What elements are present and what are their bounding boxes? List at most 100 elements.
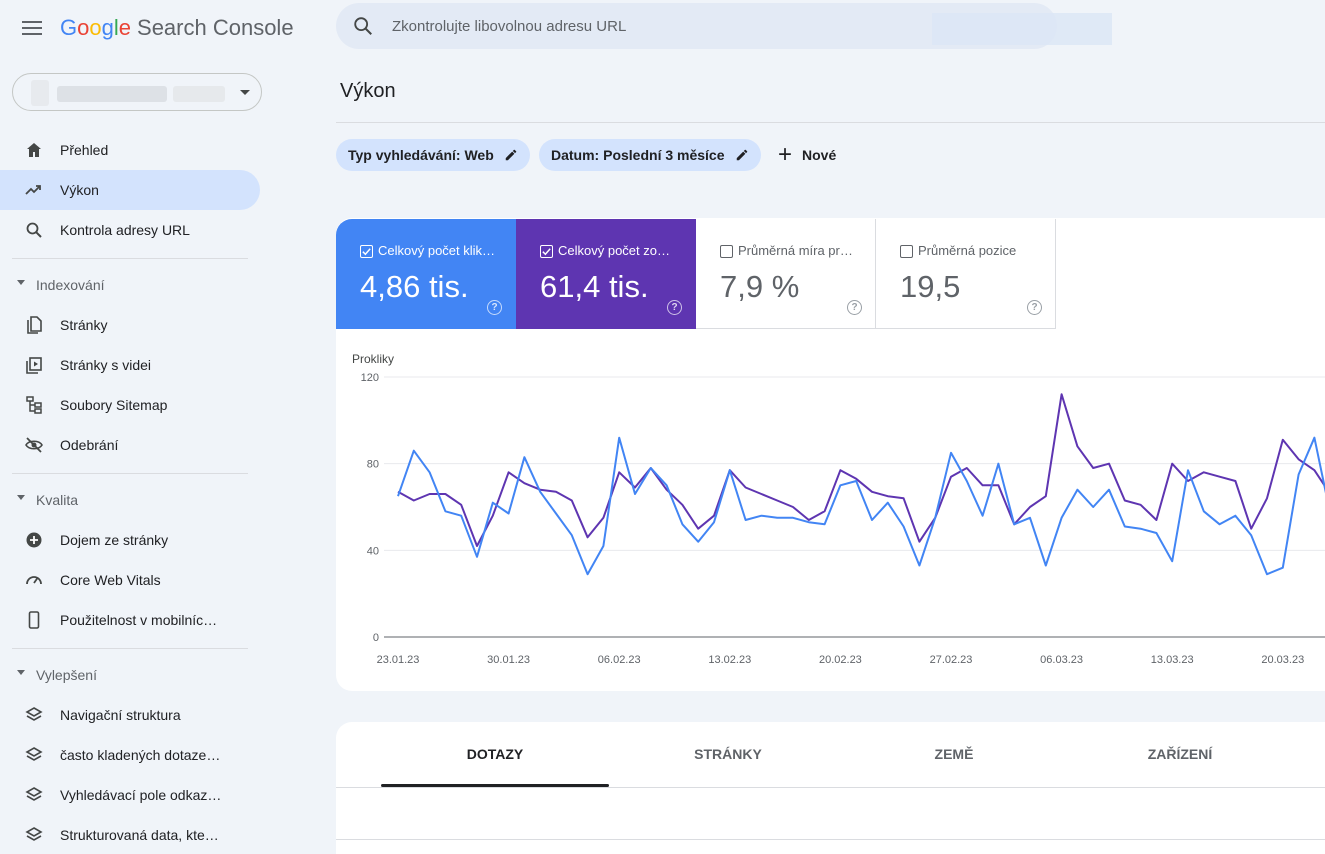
top-bar: Google Search Console	[0, 0, 1325, 56]
sidebar-item-str-nky-s-videi[interactable]: Stránky s videi	[0, 345, 260, 385]
metric-total-impressions[interactable]: Celkový počet zo… 61,4 tis. ?	[516, 219, 696, 329]
x-tick-label: 13.03.23	[1151, 654, 1194, 666]
sidebar-item-label: často kladených dotaze…	[60, 747, 221, 763]
tab-queries[interactable]: DOTAZY	[466, 746, 524, 762]
sidebar-divider	[12, 258, 248, 259]
metric-label: Celkový počet klik…	[378, 243, 496, 258]
y-tick-label: 120	[361, 372, 379, 384]
redacted-area	[31, 80, 49, 106]
x-tick-label: 06.03.23	[1040, 654, 1083, 666]
metric-average-ctr[interactable]: Průměrná míra pr… 7,9 % ?	[696, 219, 876, 329]
collapse-arrow-icon	[17, 280, 25, 285]
sidebar-item-str-nky[interactable]: Stránky	[0, 305, 260, 345]
url-inspection-search	[336, 3, 1112, 49]
sidebar-item-core-web-vitals[interactable]: Core Web Vitals	[0, 560, 260, 600]
sidebar-item-kontrola-adresy-url[interactable]: Kontrola adresy URL	[0, 210, 260, 250]
checkbox-checked-icon	[540, 245, 553, 258]
url-inspection-input[interactable]	[392, 3, 1012, 49]
sidebar-item-dojem-ze-str-nky[interactable]: Dojem ze stránky	[0, 520, 260, 560]
logo-letter: o	[89, 15, 102, 40]
plus-icon: +	[778, 141, 793, 168]
edit-pencil-icon	[505, 149, 516, 161]
logo-letter: G	[60, 15, 78, 40]
filter-chip-date[interactable]: Datum: Poslední 3 měsíce	[539, 139, 761, 171]
performance-line-chart: Prokliky 0 40 80 120 23.01.23 30.01.23 06.02.23…	[352, 352, 1325, 666]
layers-icon	[24, 785, 44, 805]
filter-chip-label: Typ vyhledávání: Web	[348, 147, 494, 163]
sidebar-item-strukturovan-data-kte[interactable]: Strukturovaná data, kte…	[0, 815, 260, 854]
divider	[336, 787, 1325, 788]
tab-devices[interactable]: ZAŘÍZENÍ	[1147, 746, 1213, 762]
help-icon[interactable]: ?	[487, 300, 502, 315]
sitemap-icon	[24, 395, 44, 415]
search-console-logo[interactable]: Google Search Console	[60, 14, 294, 42]
divider	[336, 122, 1325, 123]
x-tick-label: 20.03.23	[1261, 654, 1304, 666]
sidebar-item-soubory-sitemap[interactable]: Soubory Sitemap	[0, 385, 260, 425]
sidebar-item-label: Odebrání	[60, 437, 119, 453]
sidebar-section-toggle[interactable]: Kvalita	[0, 484, 260, 516]
sidebar-item-asto-kladen-ch-dotaze[interactable]: často kladených dotaze…	[0, 735, 260, 775]
tab-pages[interactable]: STRÁNKY	[694, 746, 762, 762]
product-name: Search Console	[137, 15, 294, 40]
new-filter-label: Nové	[802, 147, 837, 163]
sidebar-item-label: Přehled	[60, 142, 109, 158]
sidebar-item-odebr-n[interactable]: Odebrání	[0, 425, 260, 465]
sidebar-divider	[12, 648, 248, 649]
redacted-area	[932, 13, 1112, 45]
x-tick-label: 30.01.23	[487, 654, 530, 666]
logo-letter: l	[113, 15, 119, 40]
sidebar-item-naviga-n-struktura[interactable]: Navigační struktura	[0, 695, 260, 735]
phone-icon	[24, 610, 44, 630]
checkbox-unchecked-icon	[900, 245, 913, 258]
logo-letter: o	[77, 15, 90, 40]
sidebar-section-toggle[interactable]: Indexování	[0, 269, 260, 301]
search-icon	[354, 17, 372, 35]
search-icon	[24, 220, 44, 240]
series-line-clicks	[397, 436, 1325, 576]
x-tick-label: 06.02.23	[598, 654, 641, 666]
trending-up-icon	[24, 180, 44, 200]
y-tick-label: 0	[373, 632, 379, 644]
help-icon[interactable]: ?	[1027, 300, 1042, 315]
dimension-tabs-card: DOTAZY STRÁNKY ZEMĚ ZAŘÍZENÍ	[336, 722, 1325, 854]
sidebar-section-toggle[interactable]: Vylepšení	[0, 659, 260, 691]
pages-icon	[24, 315, 44, 335]
main-menu-button[interactable]	[18, 14, 46, 42]
sidebar-item-label: Soubory Sitemap	[60, 397, 168, 413]
logo-letter: g	[101, 15, 114, 40]
sidebar-item-label: Kontrola adresy URL	[60, 222, 190, 238]
y-tick-label: 40	[367, 545, 379, 557]
new-filter-button[interactable]: + Nové	[778, 142, 836, 168]
gauge-icon	[24, 570, 44, 590]
tab-countries[interactable]: ZEMĚ	[934, 746, 974, 762]
x-tick-label: 13.02.23	[708, 654, 751, 666]
sidebar-item-label: Navigační struktura	[60, 707, 181, 723]
checkbox-unchecked-icon	[720, 245, 733, 258]
sidebar-item-pou-itelnost-v-mobiln-c[interactable]: Použitelnost v mobilníc…	[0, 600, 260, 640]
sidebar-item-label: Výkon	[60, 182, 99, 198]
property-selector[interactable]	[12, 73, 262, 111]
divider	[336, 839, 1325, 840]
metric-average-position[interactable]: Průměrná pozice 19,5 ?	[876, 219, 1056, 329]
metric-value: 7,9 %	[720, 269, 800, 304]
y-tick-label: 80	[367, 459, 379, 471]
redacted-area	[57, 86, 167, 102]
dropdown-arrow-icon	[240, 90, 250, 95]
sidebar-item-label: Stránky	[60, 317, 108, 333]
active-tab-indicator	[381, 784, 609, 787]
metric-total-clicks[interactable]: Celkový počet klik… 4,86 tis. ?	[336, 219, 516, 329]
help-icon[interactable]: ?	[667, 300, 682, 315]
layers-icon	[24, 825, 44, 845]
filter-chip-search-type[interactable]: Typ vyhledávání: Web	[336, 139, 530, 171]
metric-label: Průměrná pozice	[918, 243, 1017, 258]
sidebar-item-label: Použitelnost v mobilníc…	[60, 612, 218, 628]
sidebar-item-vyhled-vac-pole-odkaz[interactable]: Vyhledávací pole odkaz…	[0, 775, 260, 815]
help-icon[interactable]: ?	[847, 300, 862, 315]
metric-value: 4,86 tis.	[360, 269, 469, 304]
google-wordmark: Google	[60, 15, 131, 40]
sidebar-item-v-kon[interactable]: Výkon	[0, 170, 260, 210]
sidebar-item-p-ehled[interactable]: Přehled	[0, 130, 260, 170]
x-tick-label: 23.01.23	[377, 654, 420, 666]
hamburger-menu-icon	[22, 21, 42, 35]
